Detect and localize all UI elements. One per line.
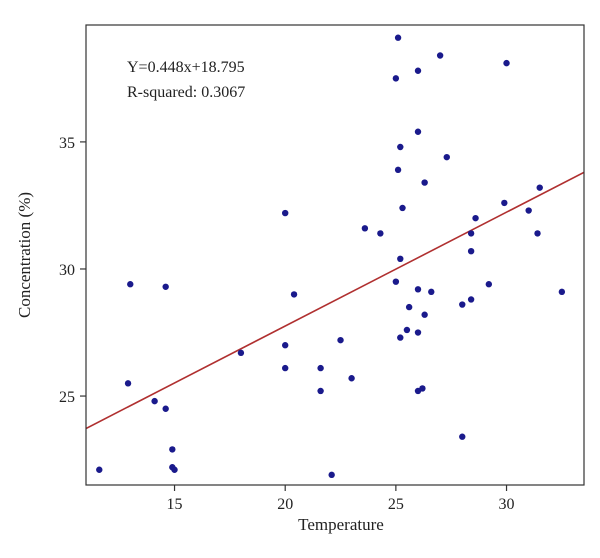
data-point — [397, 143, 404, 151]
data-points-layer — [96, 34, 566, 479]
r-squared-label: R-squared: 0.3067 — [127, 84, 245, 101]
data-point — [485, 281, 493, 288]
data-point — [361, 225, 369, 232]
x-axis-label: Temperature — [298, 515, 384, 534]
data-point — [337, 336, 344, 344]
data-point — [436, 52, 444, 59]
regression-line-layer — [86, 171, 584, 430]
y-tick-label: 30 — [59, 262, 75, 279]
data-point — [501, 199, 508, 207]
data-point — [96, 466, 103, 473]
y-tick-label: 35 — [59, 135, 75, 152]
regression-equation: Y=0.448x+18.795 — [127, 59, 245, 76]
data-point — [405, 303, 413, 311]
data-point — [467, 296, 475, 303]
data-point — [472, 214, 479, 222]
plot-frame — [85, 24, 585, 486]
data-point — [317, 387, 324, 395]
data-point — [282, 209, 289, 217]
data-point — [377, 230, 384, 237]
data-point — [394, 34, 402, 41]
data-point — [169, 446, 176, 453]
x-tick-label: 25 — [388, 496, 404, 513]
data-point — [421, 179, 428, 186]
x-tick-label: 15 — [167, 496, 183, 513]
data-point — [428, 288, 435, 296]
data-point — [171, 466, 178, 473]
data-point — [414, 329, 422, 336]
data-point — [282, 342, 289, 349]
data-point — [317, 364, 324, 372]
data-point — [503, 59, 510, 67]
regression-line — [86, 171, 584, 430]
data-point — [459, 433, 466, 440]
data-point — [282, 364, 289, 372]
data-point — [421, 311, 428, 318]
data-point — [151, 397, 158, 405]
data-point — [328, 471, 335, 479]
data-point — [467, 247, 475, 255]
data-point — [397, 255, 404, 263]
data-point — [419, 385, 426, 392]
x-tick-label: 20 — [277, 496, 293, 513]
data-point — [162, 405, 169, 412]
plot-background — [86, 25, 584, 485]
y-tick-label: 25 — [59, 389, 75, 406]
axes-layer: 15 20 25 30 25 30 35 — [59, 24, 585, 513]
data-point — [124, 380, 132, 387]
data-point — [525, 207, 532, 214]
data-point — [399, 204, 406, 212]
data-point — [536, 184, 543, 191]
plot-area — [86, 25, 584, 485]
data-point — [443, 153, 450, 161]
data-point — [414, 128, 422, 135]
data-point — [467, 230, 475, 237]
data-point — [397, 334, 404, 341]
data-point — [534, 230, 541, 237]
data-point — [127, 281, 134, 288]
data-point — [392, 278, 400, 285]
data-point — [394, 166, 402, 174]
data-point — [348, 375, 355, 382]
data-point — [414, 286, 422, 293]
data-point — [392, 75, 400, 82]
data-point — [162, 283, 169, 290]
data-point — [558, 288, 566, 296]
data-point — [459, 301, 466, 308]
data-point — [290, 291, 298, 298]
data-point — [403, 326, 411, 334]
data-point — [414, 67, 422, 74]
y-axis-label: Concentration (%) — [15, 192, 34, 318]
data-point — [237, 349, 245, 357]
x-tick-label: 30 — [499, 496, 515, 513]
